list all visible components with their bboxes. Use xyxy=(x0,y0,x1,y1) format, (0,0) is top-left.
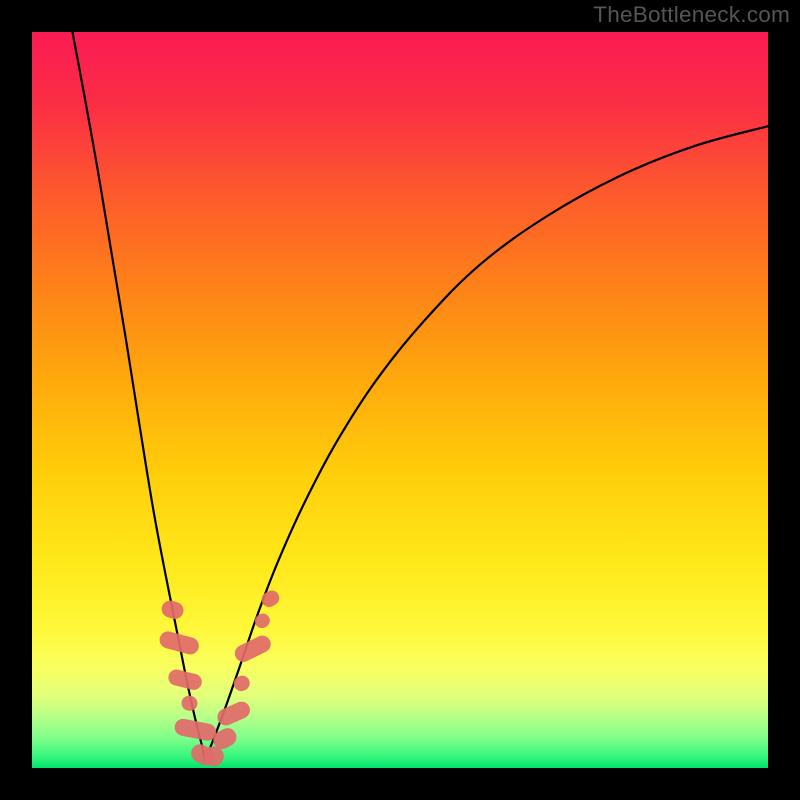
gradient-background xyxy=(32,32,768,768)
plot-area xyxy=(32,32,768,768)
watermark-text: TheBottleneck.com xyxy=(593,2,790,28)
marker-capsule xyxy=(204,746,224,766)
plot-svg xyxy=(32,32,768,768)
chart-root: TheBottleneck.com xyxy=(0,0,800,800)
